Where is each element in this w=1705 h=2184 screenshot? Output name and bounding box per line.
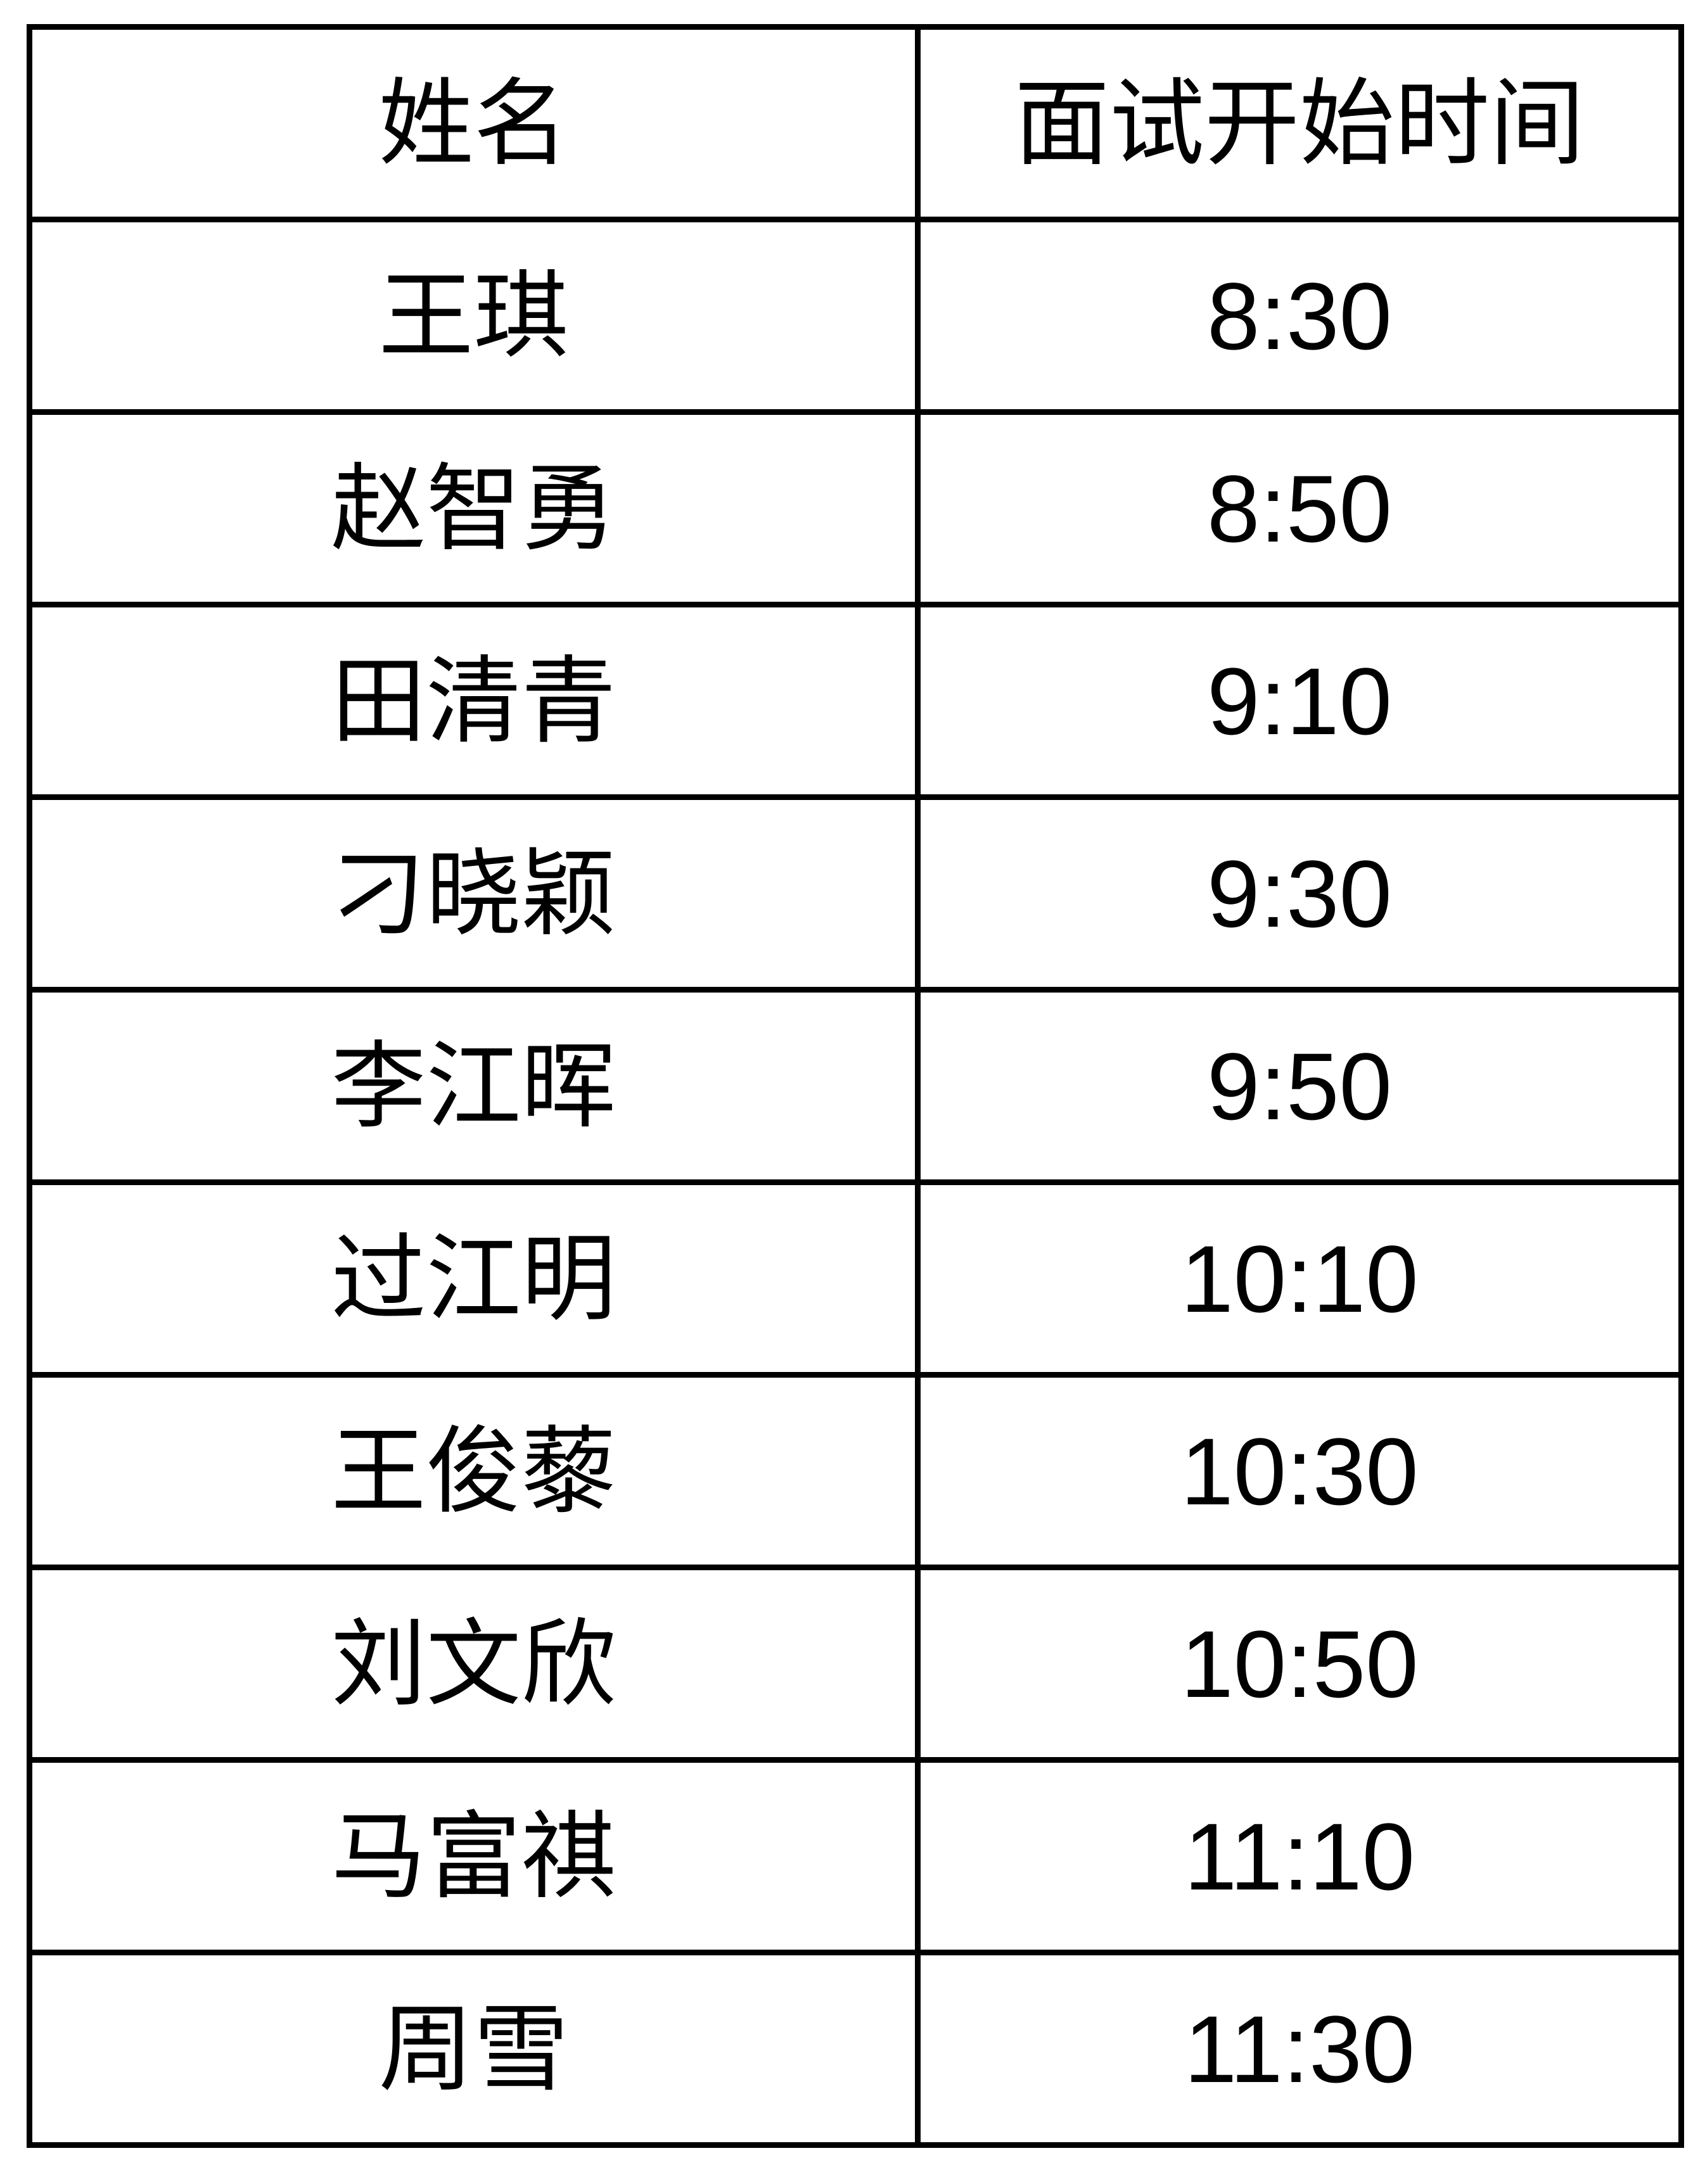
interview-schedule-table: 姓名 面试开始时间 王琪 8:30 赵智勇 8:50 田清青 9:10 刁晓颖 9:30 李江晖… <box>27 24 1684 2148</box>
name-cell: 刁晓颖 <box>27 794 921 993</box>
name-cell: 马富祺 <box>27 1757 921 1955</box>
header-start-time: 面试开始时间 <box>915 24 1684 222</box>
table-row: 刘文欣 10:50 <box>27 1565 1684 1763</box>
table-row: 王琪 8:30 <box>27 217 1684 415</box>
table-row: 赵智勇 8:50 <box>27 409 1684 607</box>
name-cell: 过江明 <box>27 1179 921 1378</box>
time-cell: 10:50 <box>915 1565 1684 1763</box>
table-row: 刁晓颖 9:30 <box>27 794 1684 993</box>
name-cell: 李江晖 <box>27 987 921 1185</box>
table-row: 李江晖 9:50 <box>27 987 1684 1185</box>
name-cell: 王琪 <box>27 217 921 415</box>
time-cell: 9:50 <box>915 987 1684 1185</box>
name-cell: 刘文欣 <box>27 1565 921 1763</box>
time-cell: 9:30 <box>915 794 1684 993</box>
header-name: 姓名 <box>27 24 921 222</box>
table-row: 周雪 11:30 <box>27 1950 1684 2148</box>
table-row: 马富祺 11:10 <box>27 1757 1684 1955</box>
table-row: 田清青 9:10 <box>27 602 1684 800</box>
time-cell: 8:30 <box>915 217 1684 415</box>
table-row: 王俊藜 10:30 <box>27 1372 1684 1570</box>
name-cell: 赵智勇 <box>27 409 921 607</box>
table-row: 过江明 10:10 <box>27 1179 1684 1378</box>
header-row: 姓名 面试开始时间 <box>27 24 1684 222</box>
time-cell: 11:30 <box>915 1950 1684 2148</box>
name-cell: 王俊藜 <box>27 1372 921 1570</box>
time-cell: 8:50 <box>915 409 1684 607</box>
time-cell: 9:10 <box>915 602 1684 800</box>
time-cell: 10:30 <box>915 1372 1684 1570</box>
name-cell: 周雪 <box>27 1950 921 2148</box>
time-cell: 11:10 <box>915 1757 1684 1955</box>
time-cell: 10:10 <box>915 1179 1684 1378</box>
name-cell: 田清青 <box>27 602 921 800</box>
